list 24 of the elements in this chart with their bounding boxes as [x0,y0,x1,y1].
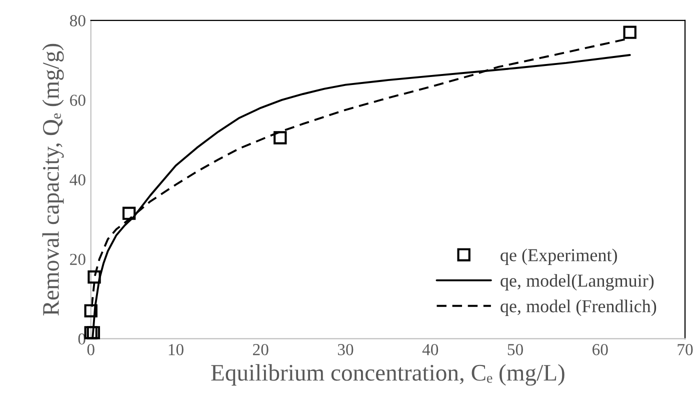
x-tick-label: 40 [422,344,438,356]
x-tick-label: 0 [87,344,94,356]
x-tick-label: 60 [592,344,608,356]
y-tick-label: 60 [70,94,86,106]
x-axis-title: Equilibrium concentration, Cₑ (mg/L) [211,364,564,386]
point [86,326,100,340]
point [84,326,98,340]
legend-label: qe, model(Langmuir) [500,274,654,291]
x-tick-label: 50 [508,344,523,356]
point [623,26,636,39]
x-tick-label: 20 [253,344,268,356]
x-tick-label: 30 [338,344,354,356]
legend-label: qe (Experiment) [500,248,617,265]
x-tick-label: 10 [168,344,184,356]
x-tick-label: 70 [678,344,693,356]
point [274,131,287,144]
legend-label: qe, model (Frendlich) [500,300,656,316]
y-tick-label: 80 [70,15,86,26]
y-axis-title: Removal capacity, Qₑ (mg/g) [42,44,64,316]
point [84,304,98,318]
point [122,206,136,220]
y-tick-label: 40 [70,174,86,186]
y-tick-label: 20 [70,254,86,266]
point [88,270,101,284]
